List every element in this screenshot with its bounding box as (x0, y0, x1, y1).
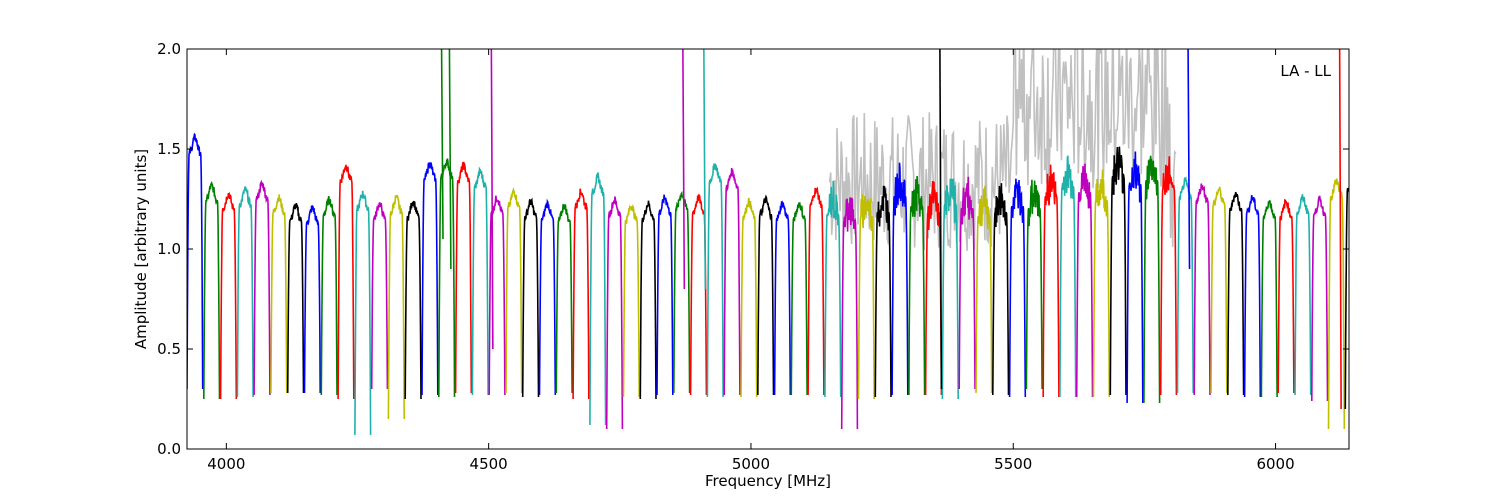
channel-series-line (673, 190, 691, 394)
channel-series-line (924, 181, 943, 396)
x-tick-label: 5000 (732, 455, 770, 473)
channel-series-line (320, 196, 338, 396)
channel-series-line (286, 203, 305, 394)
channel-series-line (773, 200, 792, 396)
channel-series-line (1327, 178, 1346, 430)
y-axis-label: Amplitude [arbitrary units] (132, 149, 150, 349)
channel-series-line (1025, 179, 1043, 390)
channel-series-line (941, 178, 959, 400)
channel-series-line (1176, 176, 1194, 394)
plot-annotation: LA - LL (1280, 62, 1331, 80)
channel-series-line (740, 197, 758, 398)
channel-series-line (706, 162, 724, 398)
channel-series-line (505, 186, 523, 394)
rfi-spike-line (448, 49, 452, 270)
channel-series-line (1042, 164, 1060, 398)
y-tick-label: 0.0 (157, 440, 181, 458)
rfi-spike-line (682, 49, 686, 290)
channel-series-line (253, 179, 271, 396)
channel-series-line (538, 198, 557, 396)
channel-series-line (992, 183, 1010, 396)
channel-series-line (857, 194, 875, 400)
channel-series-line (1092, 169, 1111, 398)
channel-series-line (572, 188, 590, 400)
rfi-spike-line (1338, 49, 1342, 410)
background-grey-trace (828, 49, 1177, 251)
channel-series-line (404, 200, 422, 400)
x-tick-label: 6000 (1256, 455, 1294, 473)
channel-series-line (1109, 146, 1127, 396)
channel-series-line (370, 202, 389, 390)
channel-series-line (1227, 191, 1245, 396)
channel-series-line (639, 200, 657, 400)
channel-series-line (1294, 194, 1312, 396)
channel-series-line (656, 194, 674, 396)
channel-series-line (1126, 151, 1144, 404)
x-tick-label: 4000 (207, 455, 245, 473)
channel-series-line (454, 160, 473, 394)
channel-series-line (1193, 183, 1211, 396)
channel-series-line (958, 176, 976, 390)
channel-series-line (187, 132, 204, 390)
channel-series-line (236, 186, 254, 398)
channel-series-line (555, 203, 573, 394)
rfi-spike-line (490, 49, 494, 350)
channel-series-line (303, 205, 322, 394)
channel-series-line (975, 185, 993, 394)
channel-series-line (1159, 156, 1178, 396)
channel-series-line (219, 191, 238, 400)
channel-series-line (421, 162, 439, 396)
rfi-spike-line (440, 49, 444, 240)
channel-series-line (337, 164, 355, 400)
channel-series-line (874, 185, 892, 398)
channel-series-line (1143, 155, 1161, 404)
channel-series-line (689, 194, 708, 396)
channel-series-line (387, 194, 405, 420)
channel-series-line (1059, 154, 1077, 398)
channel-series-line (891, 162, 909, 396)
channel-series-line (1260, 200, 1278, 398)
x-axis-label: Frequency [MHz] (705, 472, 831, 490)
channel-series-line (908, 175, 926, 396)
x-axis-ticks: 4000 4500 5000 5500 6000 (207, 49, 1295, 473)
y-tick-label: 2.0 (157, 40, 181, 58)
channel-series-line (438, 158, 456, 398)
channel-series-line (1344, 184, 1349, 410)
x-tick-label: 4500 (470, 455, 508, 473)
channel-series-line (1008, 178, 1027, 398)
channel-series-line (840, 197, 859, 430)
y-tick-label: 0.5 (157, 340, 181, 358)
y-tick-label: 1.0 (157, 240, 181, 258)
channel-series-line (824, 180, 842, 398)
channel-series-line (270, 194, 288, 394)
channel-series-line (521, 197, 540, 398)
channel-series-line (723, 167, 741, 396)
channel-series-line (589, 171, 607, 426)
channel-series-line (1075, 163, 1094, 398)
channel-series-line (1277, 198, 1295, 394)
rfi-spike-line (703, 49, 707, 290)
channel-series-line (757, 194, 775, 396)
channel-series-line (790, 201, 808, 396)
y-axis-ticks: 0.0 0.5 1.0 1.5 2.0 (157, 40, 1349, 458)
rfi-spike-line (1187, 49, 1191, 270)
channel-series-line (354, 190, 372, 436)
channel-series-line (1210, 186, 1228, 394)
channel-series-line (622, 204, 640, 398)
channel-series-line (471, 166, 489, 396)
channel-series-line (1311, 195, 1329, 402)
channel-series-line (1243, 195, 1262, 398)
x-tick-label: 5500 (994, 455, 1032, 473)
channel-series-line (203, 180, 221, 400)
channel-series-line (807, 186, 825, 396)
y-tick-label: 1.5 (157, 140, 181, 158)
rfi-spike-line (939, 49, 943, 390)
background-trace-line (828, 49, 1177, 251)
channel-series-group (187, 49, 1349, 436)
channel-series-line (605, 196, 624, 430)
